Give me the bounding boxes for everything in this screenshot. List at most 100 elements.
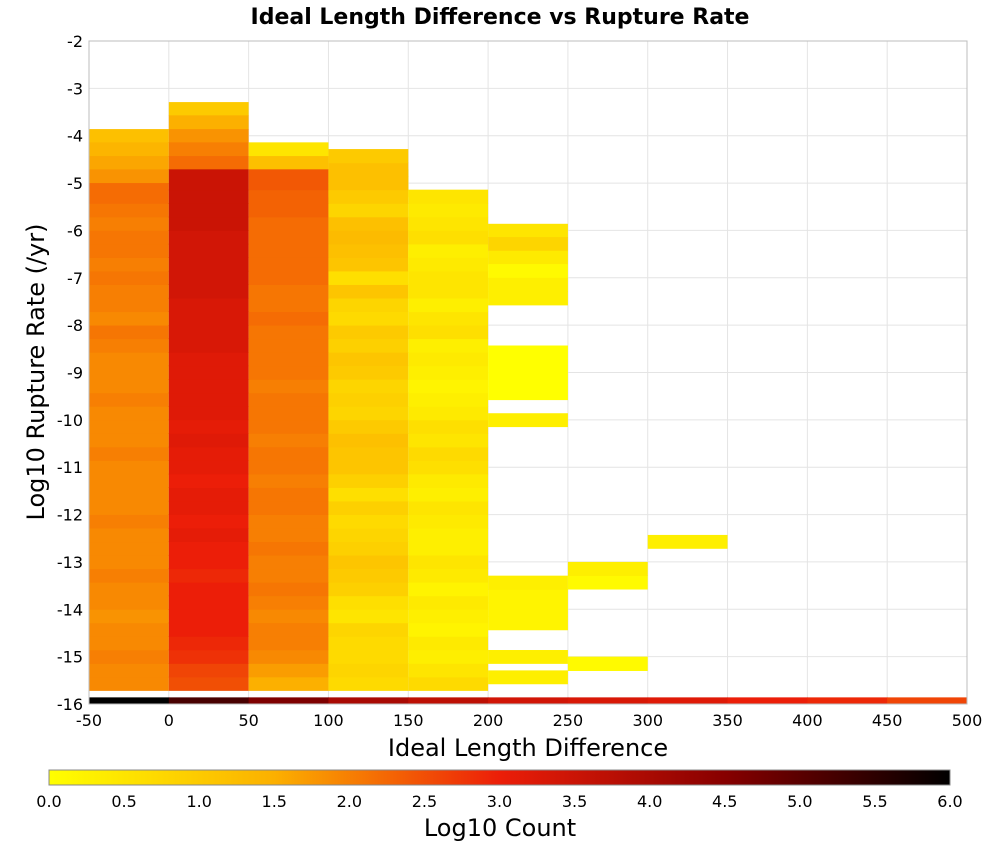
y-tick-label: -15	[57, 648, 83, 667]
heatmap-cell	[488, 345, 568, 360]
heatmap-cell	[168, 203, 249, 218]
heatmap-cell	[328, 554, 409, 570]
heatmap-cell	[248, 142, 329, 157]
x-tick-label: 50	[238, 711, 258, 730]
heatmap-cell	[248, 527, 329, 543]
heatmap-cell	[89, 142, 169, 157]
heatmap-cell	[647, 534, 728, 549]
heatmap-cell	[408, 595, 489, 610]
heatmap-cell	[248, 609, 329, 624]
x-tick-label: -50	[76, 711, 102, 730]
y-tick-label: -3	[67, 79, 83, 98]
heatmap-cell	[168, 156, 249, 170]
heatmap-cell	[168, 392, 249, 407]
heatmap-cell	[168, 473, 249, 488]
heatmap-cell	[408, 365, 489, 380]
heatmap-cell	[328, 649, 409, 664]
heatmap-cell	[488, 589, 568, 604]
heatmap-cell	[168, 311, 249, 326]
heatmap-cell	[89, 676, 169, 691]
y-tick-label: -7	[67, 269, 83, 288]
heatmap-cell	[89, 473, 169, 488]
heatmap-cell	[89, 514, 169, 529]
heatmap-cell	[89, 129, 169, 143]
heatmap-cell	[328, 676, 409, 691]
heatmap-cell	[328, 324, 409, 340]
heatmap-cell	[89, 365, 169, 380]
heatmap-cell	[328, 527, 409, 543]
heatmap-cell	[248, 216, 329, 231]
y-tick-label: -14	[57, 600, 83, 619]
heatmap-cell	[89, 243, 169, 258]
colorbar-tick-label: 4.5	[712, 792, 737, 811]
heatmap-cell-bottom-row	[887, 697, 968, 704]
colorbar-tick-label: 2.5	[412, 792, 437, 811]
x-tick-label: 200	[473, 711, 504, 730]
heatmap-cell	[408, 487, 489, 502]
heatmap-cell	[168, 365, 249, 380]
heatmap-cell	[328, 514, 409, 529]
y-tick-label: -6	[67, 221, 83, 240]
heatmap-cell	[89, 156, 169, 170]
heatmap-cell	[168, 622, 249, 637]
heatmap-cell	[408, 338, 489, 353]
heatmap-cell	[248, 595, 329, 610]
heatmap-cell	[168, 257, 249, 272]
x-tick-label: 400	[792, 711, 823, 730]
heatmap-cell	[89, 649, 169, 664]
heatmap-cell	[248, 568, 329, 583]
heatmap-cell	[89, 419, 169, 434]
heatmap-cell	[408, 311, 489, 326]
plot-frame	[88, 40, 968, 705]
y-tick-label: -11	[57, 458, 83, 477]
heatmap-cell	[89, 203, 169, 218]
heatmap-cell	[168, 379, 249, 394]
heatmap-cell	[89, 487, 169, 502]
heatmap-cell	[168, 527, 249, 543]
heatmap-cell	[248, 270, 329, 285]
heatmap-cell	[248, 582, 329, 597]
heatmap-cell	[248, 230, 329, 245]
y-tick-label: -10	[57, 411, 83, 430]
heatmap-cell	[168, 169, 249, 191]
heatmap-cell	[408, 406, 489, 421]
heatmap-cell	[168, 284, 249, 299]
heatmap-cell	[89, 183, 169, 204]
heatmap-cell	[89, 169, 169, 184]
heatmap-cell	[168, 142, 249, 157]
heatmap-cell	[328, 149, 409, 164]
heatmap-cell	[89, 433, 169, 448]
heatmap-cell	[567, 561, 648, 576]
heatmap-cell	[328, 582, 409, 597]
heatmap-cell	[168, 663, 249, 678]
heatmap-cell	[89, 297, 169, 313]
heatmap-cell	[408, 379, 489, 394]
heatmap-cell	[408, 446, 489, 461]
heatmap-cell	[89, 595, 169, 610]
heatmap-cell	[408, 649, 489, 664]
x-tick-label: 300	[632, 711, 663, 730]
heatmap-cell	[328, 352, 409, 367]
x-tick-label: 250	[553, 711, 584, 730]
colorbar-label: Log10 Count	[424, 814, 576, 842]
heatmap-cell	[488, 602, 568, 617]
heatmap-cell	[248, 649, 329, 664]
y-axis-label: Log10 Rupture Rate (/yr)	[22, 224, 50, 521]
y-tick-label: -13	[57, 553, 83, 572]
heatmap-cell	[248, 406, 329, 421]
heatmap-cell	[248, 622, 329, 637]
heatmap-cell	[328, 568, 409, 583]
heatmap-cell	[248, 243, 329, 258]
heatmap-cell	[408, 663, 489, 678]
heatmap-cell	[248, 324, 329, 340]
heatmap-cell	[168, 352, 249, 367]
heatmap-cell	[248, 500, 329, 515]
colorbar-tick-label: 5.0	[787, 792, 812, 811]
heatmap-cell	[168, 324, 249, 340]
colorbar-tick-label: 0.5	[111, 792, 136, 811]
heatmap-cell	[248, 203, 329, 218]
y-tick-label: -5	[67, 174, 83, 193]
heatmap-cell	[248, 392, 329, 407]
x-tick-labels: -50 0 50 100 150 200 250 300 350 400 450 500	[76, 711, 982, 730]
heatmap-cell	[408, 622, 489, 637]
